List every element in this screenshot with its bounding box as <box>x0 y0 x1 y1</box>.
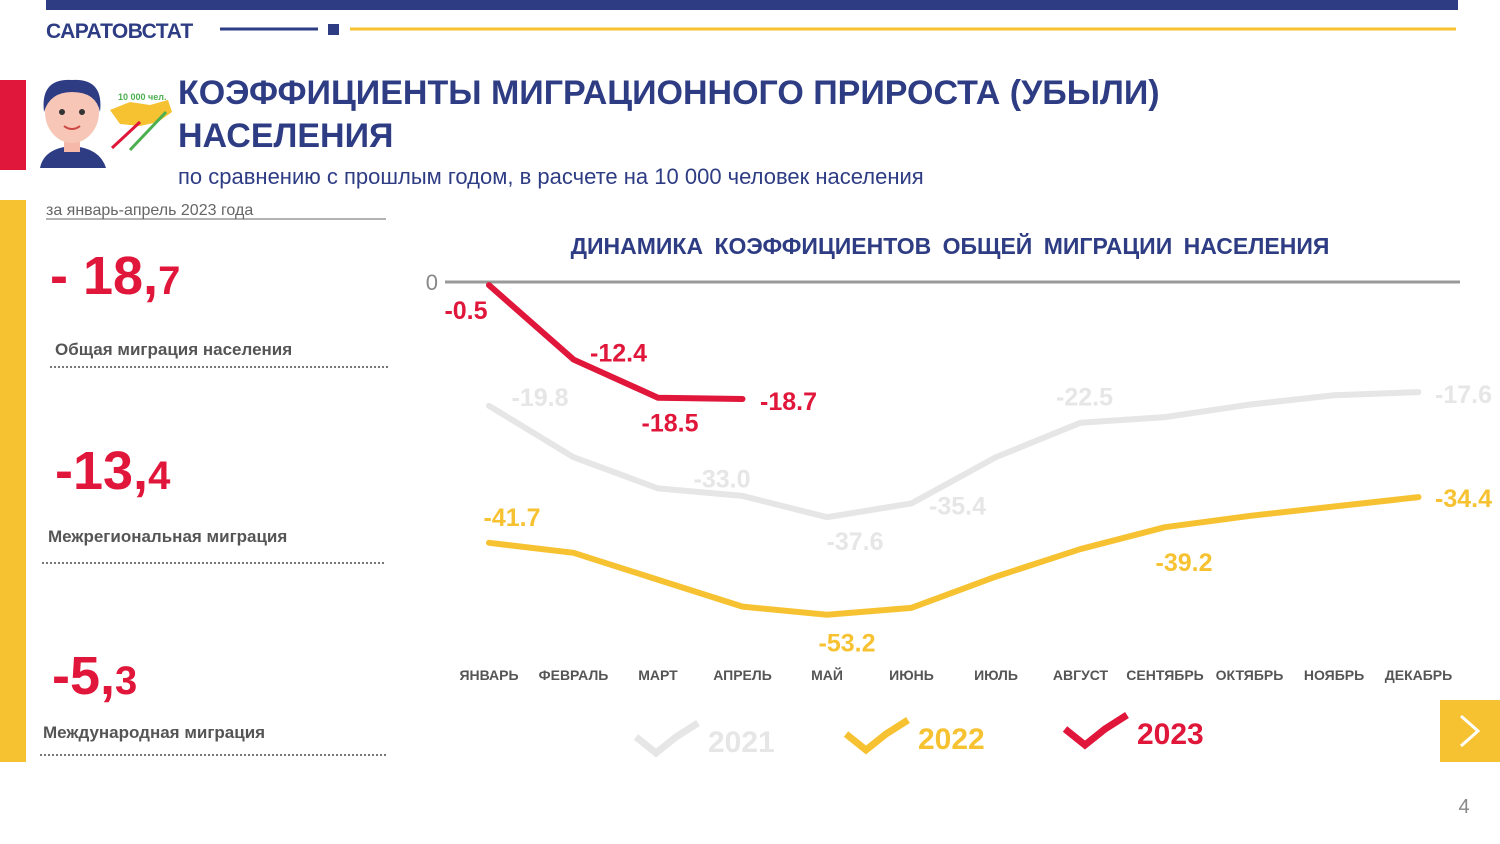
x-tick-label: МАРТ <box>638 667 678 683</box>
next-button-bg[interactable] <box>1440 700 1500 762</box>
x-tick-label: НОЯБРЬ <box>1304 667 1364 683</box>
legend-label: 2023 <box>1137 718 1204 751</box>
data-label: -19.8 <box>512 384 569 412</box>
series-line <box>486 282 746 402</box>
stat-value: -13,4 <box>55 441 171 501</box>
slide-title: КОЭФФИЦИЕНТЫ МИГРАЦИОННОГО ПРИРОСТА (УБЫ… <box>178 74 1160 112</box>
x-tick-label: ИЮНЬ <box>889 667 934 683</box>
data-label: -0.5 <box>444 297 487 325</box>
legend-swatch <box>1062 712 1129 750</box>
page-number: 4 <box>1458 796 1469 818</box>
series-line <box>486 389 1422 521</box>
stat-decimal: 7 <box>158 259 180 303</box>
stat-main: - 18, <box>50 246 158 306</box>
stat-label: Межрегиональная миграция <box>48 527 287 546</box>
data-label: -12.4 <box>590 340 647 368</box>
series-line <box>486 494 1422 618</box>
period: за январь-апрель 2023 года <box>46 202 253 219</box>
x-tick-label: МАЙ <box>811 666 843 683</box>
slide-subtitle: по сравнению с прошлым годом, в расчете … <box>178 164 924 189</box>
x-tick-label: ДЕКАБРЬ <box>1385 667 1452 683</box>
chart-title: ДИНАМИКА КОЭФФИЦИЕНТОВ ОБЩЕЙ МИГРАЦИИ НА… <box>571 232 1330 259</box>
legend-label: 2022 <box>918 723 985 756</box>
x-tick-label: ФЕВРАЛЬ <box>539 667 609 683</box>
legend-label: 2021 <box>708 726 775 759</box>
stat-label: Общая миграция населения <box>55 340 292 359</box>
data-label: -39.2 <box>1156 549 1213 577</box>
data-label: -34.4 <box>1435 485 1492 513</box>
x-tick-label: АПРЕЛЬ <box>713 667 772 683</box>
icon-caption: 10 000 чел. <box>118 92 166 102</box>
x-tick-label: СЕНТЯБРЬ <box>1126 667 1203 683</box>
x-tick-label: АВГУСТ <box>1053 667 1109 683</box>
slide-title: НАСЕЛЕНИЯ <box>178 117 393 155</box>
data-label: -18.7 <box>760 388 817 416</box>
legend-swatch <box>633 720 700 758</box>
stat-main: -5, <box>52 646 115 706</box>
red-accent <box>0 80 26 170</box>
stat-decimal: 3 <box>115 659 137 703</box>
data-label: -33.0 <box>694 465 751 493</box>
stat-main: -13, <box>55 441 148 501</box>
x-tick-label: ОКТЯБРЬ <box>1216 667 1284 683</box>
stat-label: Международная миграция <box>43 723 265 742</box>
stat-value: - 18,7 <box>50 246 180 306</box>
data-label: -22.5 <box>1056 384 1113 412</box>
yellow-accent <box>0 200 26 762</box>
data-label: -18.5 <box>642 410 699 438</box>
icon <box>40 79 172 168</box>
next-chevron[interactable] <box>1460 714 1481 748</box>
brand: САРАТОВСТАТ <box>46 20 193 43</box>
y-tick-label: 0 <box>426 270 438 295</box>
brand-square <box>328 24 339 35</box>
data-label: -17.6 <box>1435 381 1492 409</box>
data-label: -53.2 <box>819 630 876 658</box>
top-bar <box>46 0 1458 10</box>
data-label: -37.6 <box>827 528 884 556</box>
x-tick-label: ЯНВАРЬ <box>459 667 518 683</box>
stat-decimal: 4 <box>148 454 171 498</box>
data-label: -35.4 <box>929 492 986 520</box>
x-tick-label: ИЮЛЬ <box>974 667 1018 683</box>
legend-swatch <box>843 717 910 755</box>
next-button[interactable] <box>1440 700 1500 762</box>
stat-value: -5,3 <box>52 646 137 706</box>
data-label: -41.7 <box>484 504 541 532</box>
